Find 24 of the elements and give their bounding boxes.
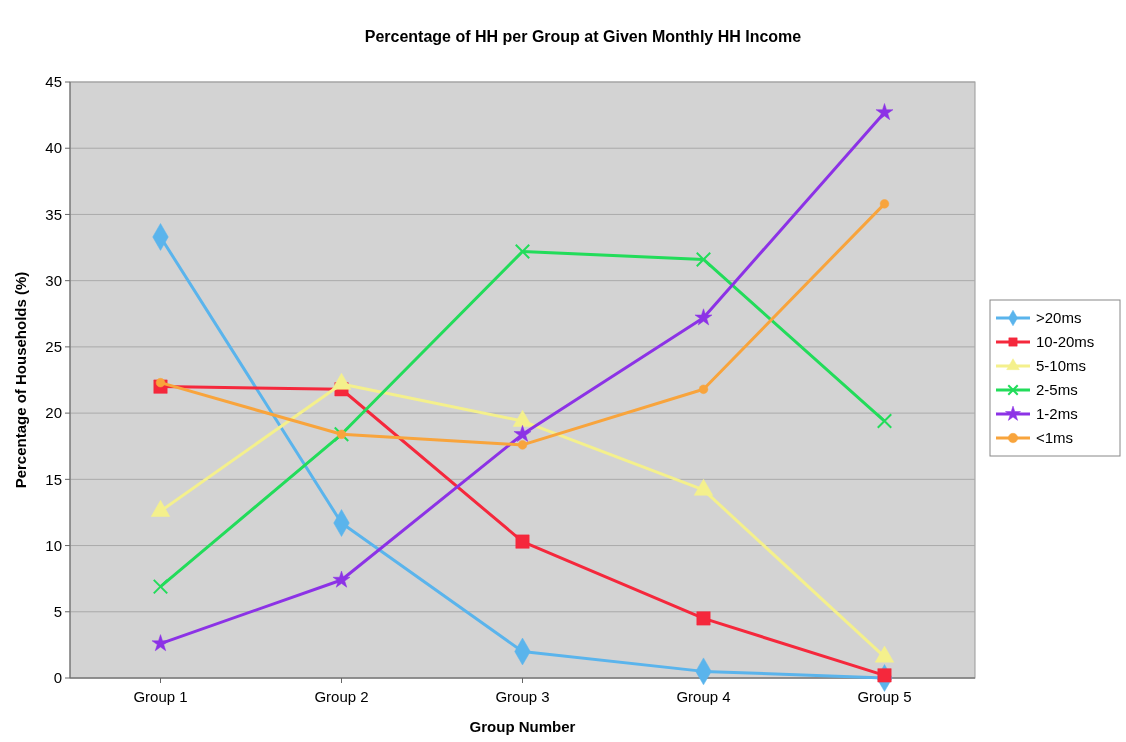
y-tick-label: 25 [45,338,62,356]
x-axis-title: Group Number [469,718,576,735]
legend-label: >20ms [1036,309,1082,327]
y-tick-label: 20 [45,404,62,422]
x-tick-label: Group 1 [133,688,188,705]
y-axis-title: Percentage of Households (%) [12,271,29,489]
y-tick-label: 45 [45,73,62,91]
y-tick-label: 30 [45,271,62,289]
x-tick-label: Group 2 [314,688,369,705]
legend-label: <1ms [1036,429,1074,447]
x-tick-label: Group 3 [495,688,550,705]
legend-label: 2-5ms [1036,381,1078,399]
x-tick-label: Group 5 [857,688,912,705]
legend-label: 5-10ms [1036,357,1087,375]
legend-label: 10-20ms [1036,333,1095,351]
y-tick-label: 0 [53,669,62,687]
y-tick-label: 40 [45,139,62,157]
x-tick-label: Group 4 [676,688,731,705]
y-tick-label: 15 [45,470,62,488]
legend-label: 1-2ms [1036,405,1078,423]
y-tick-label: 35 [45,205,62,223]
y-tick-label: 5 [53,603,62,621]
y-tick-label: 10 [45,536,62,554]
chart-title: Percentage of HH per Group at Given Monthly HH Income [364,28,802,45]
